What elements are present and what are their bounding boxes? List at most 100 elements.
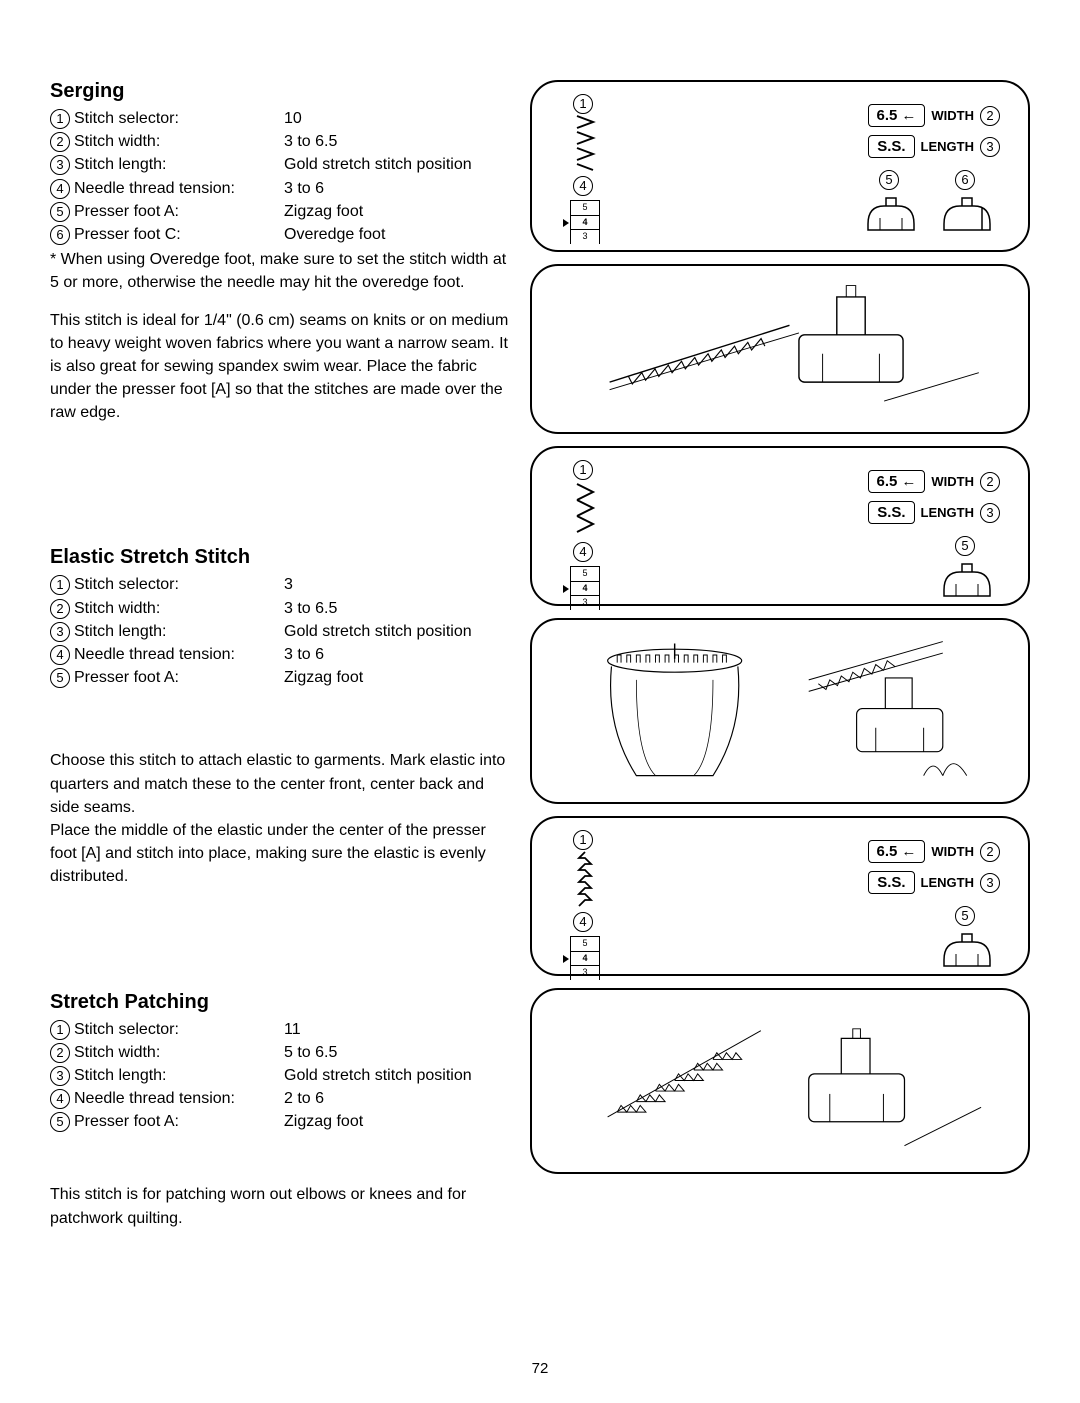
setting-row: 2Stitch width:3 to 6.5 xyxy=(50,130,510,153)
callout-2: 2 xyxy=(980,842,1000,862)
circled-number: 1 xyxy=(50,575,70,595)
setting-row: 5Presser foot A:Zigzag foot xyxy=(50,1110,510,1133)
arrow-left-icon: ← xyxy=(901,473,916,490)
elastic-illustration-icon xyxy=(550,632,1010,790)
setting-value: 3 to 6 xyxy=(284,177,510,200)
setting-row: 6Presser foot C:Overedge foot xyxy=(50,223,510,246)
setting-value: 10 xyxy=(284,107,510,130)
tension-dial-icon: 5 4 3 xyxy=(570,566,600,610)
setting-value: 2 to 6 xyxy=(284,1087,510,1110)
stitch-icon-elastic xyxy=(573,480,597,540)
setting-value: Zigzag foot xyxy=(284,666,510,689)
setting-row: 4Needle thread tension:3 to 6 xyxy=(50,177,510,200)
setting-value: 11 xyxy=(284,1018,510,1041)
zigzag-foot-icon xyxy=(938,560,996,600)
diagram-elastic-illus xyxy=(530,618,1030,804)
setting-row: 5Presser foot A:Zigzag foot xyxy=(50,666,510,689)
setting-value: 3 to 6.5 xyxy=(284,130,510,153)
setting-label: Stitch width: xyxy=(74,597,284,620)
tension-mark: 4 xyxy=(571,215,599,230)
circled-number: 2 xyxy=(50,1043,70,1063)
circled-number: 1 xyxy=(50,1020,70,1040)
setting-label: Stitch selector: xyxy=(74,1018,284,1041)
callout-5: 5 xyxy=(879,170,899,190)
setting-label: Presser foot A: xyxy=(74,1110,284,1133)
page-number: 72 xyxy=(532,1360,549,1377)
body-serging: This stitch is ideal for 1/4" (0.6 cm) s… xyxy=(50,309,510,425)
overedge-foot-icon xyxy=(938,194,996,234)
width-value: 6.5 xyxy=(877,107,898,124)
zigzag-foot-icon xyxy=(938,930,996,970)
settings-list-serging: 1Stitch selector:10 2Stitch width:3 to 6… xyxy=(50,107,510,246)
callout-5: 5 xyxy=(955,906,975,926)
heading-elastic: Elastic Stretch Stitch xyxy=(50,546,510,569)
arrow-left-icon: ← xyxy=(901,107,916,124)
left-column: Serging 1Stitch selector:10 2Stitch widt… xyxy=(50,80,510,1266)
heading-serging: Serging xyxy=(50,80,510,103)
setting-value: Zigzag foot xyxy=(284,1110,510,1133)
setting-label: Presser foot A: xyxy=(74,200,284,223)
heading-patching: Stretch Patching xyxy=(50,991,510,1014)
callout-4: 4 xyxy=(573,176,593,196)
length-label: LENGTH xyxy=(921,505,974,520)
tension-mark: 5 xyxy=(571,566,599,581)
setting-value: Gold stretch stitch position xyxy=(284,1064,510,1087)
width-pill: 6.5← xyxy=(868,104,926,127)
zigzag-foot-icon xyxy=(862,194,920,234)
diagram-serging-illus xyxy=(530,264,1030,434)
diagram-serging-settings: 1 4 5 4 3 6.5← WIDTH 2 xyxy=(530,80,1030,252)
callout-3: 3 xyxy=(980,503,1000,523)
ss-label: S.S. xyxy=(877,874,905,891)
setting-label: Stitch selector: xyxy=(74,107,284,130)
patching-illustration-icon xyxy=(550,1002,1010,1160)
setting-label: Stitch length: xyxy=(74,153,284,176)
right-column: 1 4 5 4 3 6.5← WIDTH 2 xyxy=(530,80,1030,1266)
tension-mark: 5 xyxy=(571,200,599,215)
callout-6: 6 xyxy=(955,170,975,190)
setting-row: 4Needle thread tension:2 to 6 xyxy=(50,1087,510,1110)
circled-number: 3 xyxy=(50,622,70,642)
tension-mark: 4 xyxy=(571,581,599,596)
ss-label: S.S. xyxy=(877,504,905,521)
stitch-icon-serging xyxy=(573,114,597,174)
callout-2: 2 xyxy=(980,472,1000,492)
width-value: 6.5 xyxy=(877,843,898,860)
body-elastic: Choose this stitch to attach elastic to … xyxy=(50,749,510,888)
spacer xyxy=(50,460,510,546)
setting-row: 1Stitch selector:3 xyxy=(50,573,510,596)
width-pill: 6.5← xyxy=(868,470,926,493)
setting-label: Presser foot A: xyxy=(74,666,284,689)
setting-label: Presser foot C: xyxy=(74,223,284,246)
setting-label: Stitch selector: xyxy=(74,573,284,596)
stitch-icon-patching xyxy=(573,850,597,910)
setting-label: Needle thread tension: xyxy=(74,643,284,666)
circled-number: 1 xyxy=(50,109,70,129)
setting-value: 3 xyxy=(284,573,510,596)
settings-list-patching: 1Stitch selector:11 2Stitch width:5 to 6… xyxy=(50,1018,510,1134)
tension-mark: 4 xyxy=(571,951,599,966)
tension-mark: 3 xyxy=(571,229,599,244)
setting-value: Zigzag foot xyxy=(284,200,510,223)
width-label: WIDTH xyxy=(931,844,974,859)
width-label: WIDTH xyxy=(931,108,974,123)
circled-number: 3 xyxy=(50,1066,70,1086)
setting-value: Gold stretch stitch position xyxy=(284,620,510,643)
spacer xyxy=(50,925,510,991)
setting-value: 3 to 6.5 xyxy=(284,597,510,620)
setting-label: Stitch width: xyxy=(74,1041,284,1064)
diagram-patching-illus xyxy=(530,988,1030,1174)
arrow-left-icon: ← xyxy=(901,843,916,860)
setting-value: Overedge foot xyxy=(284,223,510,246)
callout-4: 4 xyxy=(573,542,593,562)
callout-4: 4 xyxy=(573,912,593,932)
page-content: Serging 1Stitch selector:10 2Stitch widt… xyxy=(50,80,1030,1266)
setting-row: 3Stitch length:Gold stretch stitch posit… xyxy=(50,153,510,176)
setting-row: 1Stitch selector:10 xyxy=(50,107,510,130)
setting-row: 3Stitch length:Gold stretch stitch posit… xyxy=(50,1064,510,1087)
circled-number: 5 xyxy=(50,668,70,688)
setting-row: 1Stitch selector:11 xyxy=(50,1018,510,1041)
callout-1: 1 xyxy=(573,460,593,480)
callout-1: 1 xyxy=(573,94,593,114)
section-serging: Serging 1Stitch selector:10 2Stitch widt… xyxy=(50,80,510,424)
setting-label: Stitch width: xyxy=(74,130,284,153)
